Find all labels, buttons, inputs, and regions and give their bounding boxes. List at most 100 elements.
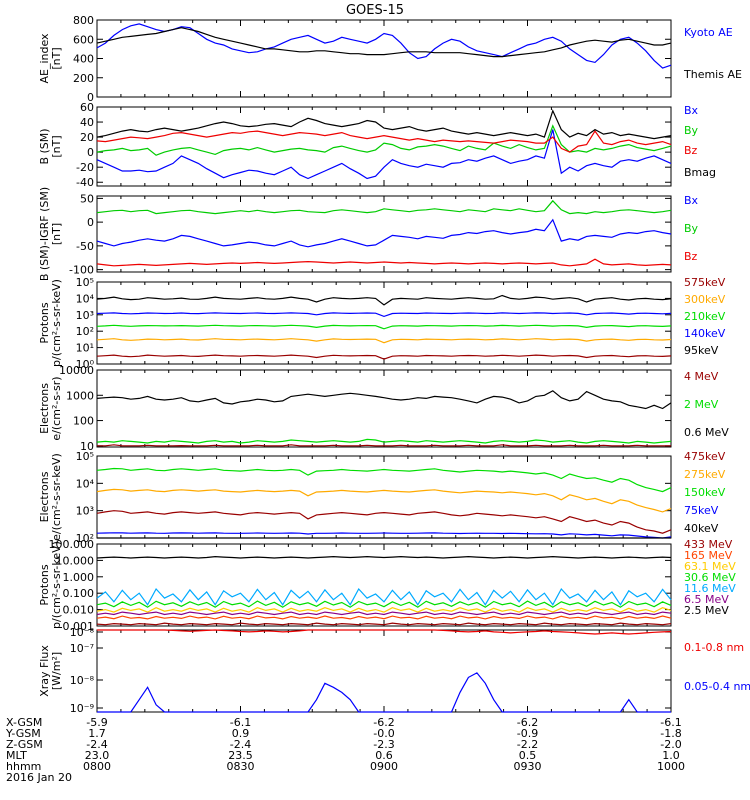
panel-frame — [96, 19, 672, 98]
ephemeris-value: 0.5 — [519, 749, 537, 762]
panel-4: 10⁵ 10⁴ 10³ 10² 10¹ 10⁰ Protons p/(cm²-s-sr-keV… — [38, 276, 726, 371]
y-tick-label: 200 — [73, 72, 94, 85]
series-line — [96, 130, 672, 153]
y-tick-label: 10⁻⁸ — [70, 626, 95, 639]
legend-entry: By — [684, 222, 699, 235]
panel-frame — [96, 369, 672, 448]
y-axis-label: p/(cm²-s-sr-keV) — [50, 279, 63, 367]
y-axis-label: e/(cm²-s-sr-keV) — [50, 453, 63, 541]
ephemeris-value: 0900 — [370, 760, 398, 773]
y-axis-label: e/(cm²-s-sr) — [50, 376, 63, 440]
y-tick-label: 10³ — [76, 505, 94, 518]
y-tick-label: -40 — [76, 176, 94, 189]
panel-frame — [96, 106, 672, 187]
y-tick-label: 60 — [80, 101, 94, 114]
legend-entry: 0.05-0.4 nm — [684, 680, 750, 693]
series-line — [97, 444, 671, 447]
y-tick-label: -50 — [76, 240, 94, 253]
ephemeris-value: -0.0 — [373, 727, 394, 740]
ephemeris-value: 23.5 — [228, 749, 253, 762]
legend-entry: 40keV — [684, 522, 719, 535]
y-tick-label: 400 — [73, 53, 94, 66]
y-tick-label: 10⁵ — [76, 450, 94, 463]
y-axis-label: Electrons — [38, 383, 51, 434]
y-axis-label: [nT] — [50, 223, 63, 245]
series-line — [96, 124, 672, 156]
series-line — [96, 600, 672, 608]
ephemeris-row-label: X-GSM — [6, 716, 42, 729]
ephemeris-value: 23.0 — [85, 749, 110, 762]
y-tick-label: 0.100 — [63, 587, 95, 600]
y-axis-label: Xray Flux — [38, 645, 51, 697]
y-tick-label: 100.000 — [49, 538, 95, 551]
series-line — [96, 324, 672, 330]
y-tick-label: 50 — [80, 192, 94, 205]
series-line — [96, 338, 672, 344]
ephemeris-value: -6.1 — [660, 716, 681, 729]
series-line — [96, 587, 672, 606]
series-line — [97, 672, 671, 713]
y-axis-label: B (SM) — [38, 128, 51, 164]
series-line — [96, 199, 672, 215]
ephemeris-row-label: Z-GSM — [6, 738, 43, 751]
y-tick-label: 10² — [76, 532, 94, 545]
y-tick-label: 10⁴ — [76, 477, 95, 490]
ephemeris-row-label: Y-GSM — [5, 727, 41, 740]
ephemeris-value: 0800 — [83, 760, 111, 773]
y-axis-label: Protons — [38, 564, 51, 605]
series-line — [96, 218, 672, 248]
ephemeris-value: 0.6 — [375, 749, 393, 762]
series-line — [96, 109, 672, 140]
ephemeris-value: 1.7 — [88, 727, 106, 740]
legend-entry: 300keV — [684, 293, 726, 306]
y-axis-label: Protons — [38, 302, 51, 343]
y-tick-label: 800 — [73, 14, 94, 27]
y-tick-label: 1.000 — [63, 571, 95, 584]
legend-entry: 6.5 MeV — [684, 593, 729, 606]
legend-entry: 2 MeV — [684, 398, 719, 411]
panel-6: 10⁵ 10⁴ 10³ 10² Electrons e/(cm²-s-sr-keV) 475… — [38, 450, 726, 545]
legend-entry: Bz — [684, 144, 698, 157]
y-tick-label: 0 — [87, 216, 94, 229]
series-line — [96, 354, 672, 360]
y-axis-label: AE_index — [38, 33, 51, 84]
legend-entry: Bmag — [684, 166, 716, 179]
panel-frame — [96, 195, 672, 273]
ephemeris-value: 0830 — [227, 760, 255, 773]
legend-entry: 2.5 MeV — [684, 604, 729, 617]
series-line — [96, 258, 672, 267]
y-tick-label: 10³ — [76, 309, 94, 322]
y-tick-label: 40 — [80, 116, 94, 129]
legend-entry: 275keV — [684, 468, 726, 481]
ephemeris-value: -1.8 — [660, 727, 681, 740]
panel-1: 800 600 400 200 0 AE_index [nT] Kyoto AE Themis … — [38, 14, 742, 104]
series-line — [96, 615, 672, 620]
panel-8: 10⁻⁸ 10⁻⁷ 10⁻⁸ 10⁻⁹ Xray Flux [W/m²] 0.1-0.8 n… — [38, 626, 750, 715]
panel-7: 100.000 10.000 1.000 0.100 0.010 0.001 Protons… — [38, 538, 736, 633]
series-line — [96, 555, 672, 559]
ephemeris-value: -6.2 — [373, 716, 394, 729]
y-axis-label: Electrons — [38, 471, 51, 522]
ephemeris-value: -2.4 — [230, 738, 251, 751]
panel-frame — [96, 455, 672, 539]
series-line — [96, 488, 672, 513]
series-line — [96, 532, 672, 539]
panel-2: 60 40 20 0 -20 -40 B (SM) [nT] Bx By Bz Bmag — [38, 101, 716, 189]
y-tick-label: 10 — [80, 440, 94, 453]
y-axis-label: [nT] — [50, 47, 63, 69]
legend-entry: 0.1-0.8 nm — [684, 641, 744, 654]
legend-entry: 30.6 MeV — [684, 571, 736, 584]
y-tick-label: 600 — [73, 33, 94, 46]
legend-entry: By — [684, 124, 699, 137]
legend-entry: 4 MeV — [684, 370, 719, 383]
y-tick-label: 0 — [87, 91, 94, 104]
series-line — [96, 622, 672, 626]
ephemeris-value: -6.2 — [517, 716, 538, 729]
series-line — [96, 312, 672, 318]
y-axis-label: [W/m²] — [50, 652, 63, 690]
legend-entry: Bx — [684, 104, 699, 117]
legend-entry: 150keV — [684, 486, 726, 499]
panel-frame — [96, 281, 672, 365]
ephemeris-value: 0.9 — [232, 727, 250, 740]
